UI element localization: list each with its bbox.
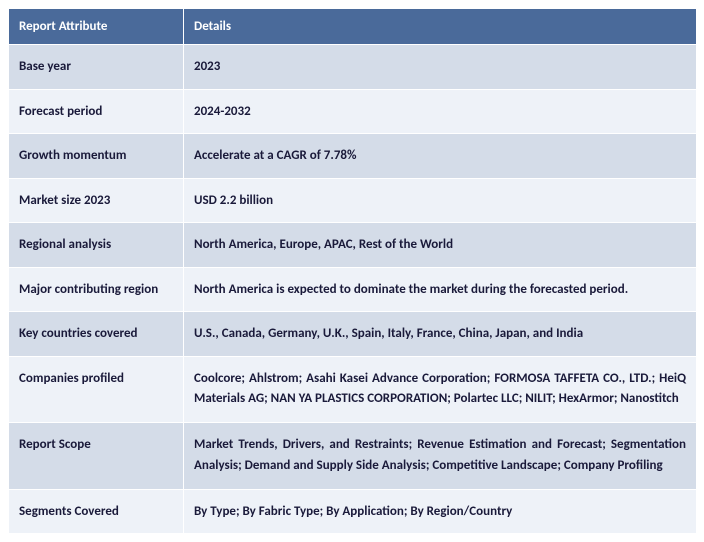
table-row: Growth momentum Accelerate at a CAGR of … [9,134,697,179]
cell-attr: Regional analysis [9,223,184,268]
cell-attr: Market size 2023 [9,178,184,223]
table-row: Key countries covered U.S., Canada, Germ… [9,312,697,357]
table-row: Base year 2023 [9,45,697,90]
cell-attr: Segments Covered [9,489,184,534]
table-row: Major contributing region North America … [9,267,697,312]
cell-detail: North America, Europe, APAC, Rest of the… [184,223,697,268]
cell-detail: 2023 [184,45,697,90]
table-header-row: Report Attribute Details [9,9,697,45]
cell-detail: North America is expected to dominate th… [184,267,697,312]
table-row: Companies profiled Coolcore; Ahlstrom; A… [9,356,697,423]
report-attributes-table: Report Attribute Details Base year 2023 … [8,8,697,534]
cell-attr: Major contributing region [9,267,184,312]
cell-attr: Key countries covered [9,312,184,357]
cell-attr: Base year [9,45,184,90]
cell-attr: Forecast period [9,89,184,134]
table-row: Regional analysis North America, Europe,… [9,223,697,268]
cell-detail: Coolcore; Ahlstrom; Asahi Kasei Advance … [184,356,697,423]
cell-detail: U.S., Canada, Germany, U.K., Spain, Ital… [184,312,697,357]
cell-attr: Companies profiled [9,356,184,423]
table-row: Forecast period 2024-2032 [9,89,697,134]
col-header-details: Details [184,9,697,45]
cell-detail: USD 2.2 billion [184,178,697,223]
table-row: Report Scope Market Trends, Drivers, and… [9,423,697,490]
cell-attr: Report Scope [9,423,184,490]
col-header-attribute: Report Attribute [9,9,184,45]
table-row: Segments Covered By Type; By Fabric Type… [9,489,697,534]
cell-attr: Growth momentum [9,134,184,179]
cell-detail: Accelerate at a CAGR of 7.78% [184,134,697,179]
cell-detail: 2024-2032 [184,89,697,134]
cell-detail: By Type; By Fabric Type; By Application;… [184,489,697,534]
table-row: Market size 2023 USD 2.2 billion [9,178,697,223]
cell-detail: Market Trends, Drivers, and Restraints; … [184,423,697,490]
